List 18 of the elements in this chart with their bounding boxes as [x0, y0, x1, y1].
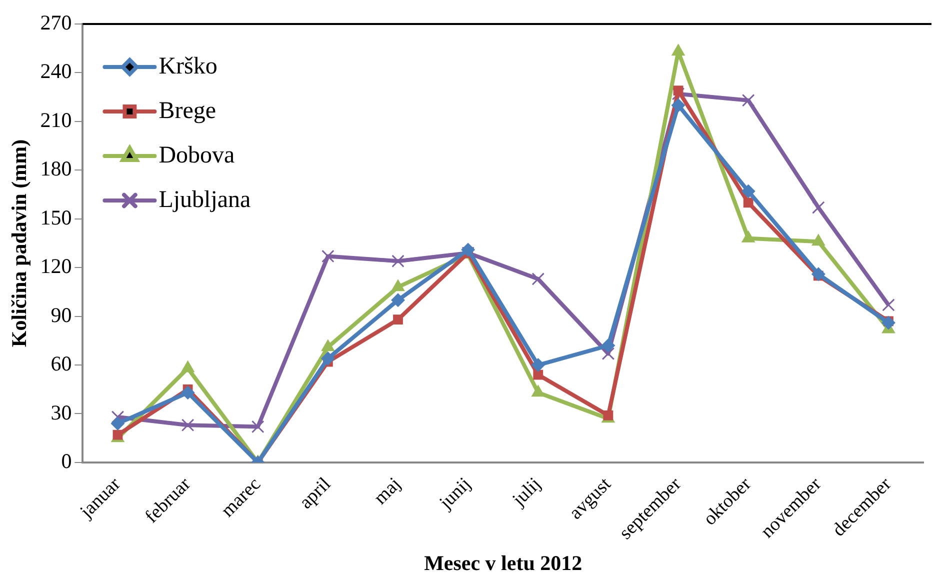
y-tick-label: 240 [40, 59, 72, 84]
y-axis-title: Količina padavin (mm) [7, 139, 32, 348]
y-tick-label: 120 [40, 254, 72, 278]
x-tick-label: maj [370, 474, 406, 509]
y-tick-label: 210 [40, 108, 72, 132]
y-tick-label: 30 [50, 400, 72, 424]
legend-label: Brege [158, 98, 216, 124]
y-tick-label: 270 [40, 10, 72, 35]
x-axis-title: Mesec v letu 2012 [424, 550, 582, 575]
legend-label: Krško [158, 53, 218, 80]
y-tick-label: 180 [40, 156, 72, 181]
y-tick-label: 60 [50, 352, 72, 376]
legend-label: Dobova [158, 142, 236, 168]
legend-label: Ljubljana [158, 186, 252, 213]
y-tick-label: 90 [50, 302, 72, 327]
y-tick-label: 0 [61, 448, 72, 473]
y-tick-label: 150 [40, 205, 72, 230]
x-tick-label: april [296, 474, 335, 514]
